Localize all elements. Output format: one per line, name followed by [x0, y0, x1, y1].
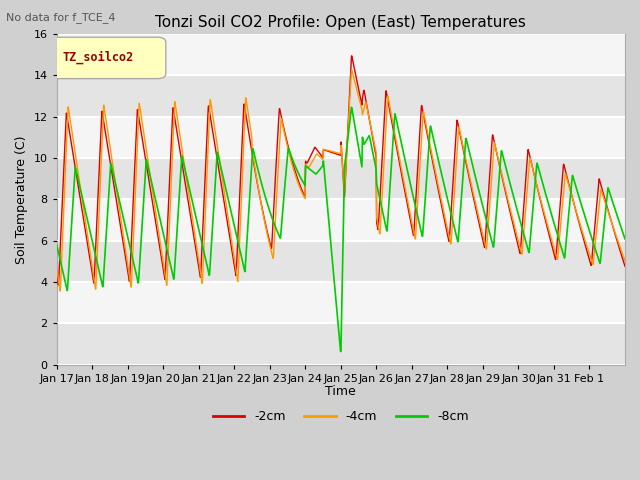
X-axis label: Time: Time [326, 385, 356, 398]
FancyBboxPatch shape [49, 37, 166, 79]
Bar [57, 282, 625, 324]
Text: TZ_soilco2: TZ_soilco2 [62, 51, 134, 64]
Bar [57, 324, 625, 365]
Bar [57, 282, 625, 324]
Bar [57, 199, 625, 241]
Bar [57, 199, 625, 241]
Text: No data for f_TCE_4: No data for f_TCE_4 [6, 12, 116, 23]
Bar [57, 241, 625, 282]
Bar [57, 117, 625, 158]
Bar [57, 199, 625, 241]
Legend: -2cm, -4cm, -8cm: -2cm, -4cm, -8cm [208, 405, 474, 428]
Bar [57, 75, 625, 117]
Bar [57, 75, 625, 117]
Bar [57, 117, 625, 158]
Title: Tonzi Soil CO2 Profile: Open (East) Temperatures: Tonzi Soil CO2 Profile: Open (East) Temp… [156, 15, 526, 30]
Bar [57, 34, 625, 75]
Bar [57, 34, 625, 75]
Bar [57, 158, 625, 199]
Bar [57, 158, 625, 199]
Bar [57, 324, 625, 365]
Bar [57, 282, 625, 324]
Y-axis label: Soil Temperature (C): Soil Temperature (C) [15, 135, 28, 264]
Bar [57, 117, 625, 158]
Bar [57, 241, 625, 282]
Bar [57, 34, 625, 75]
